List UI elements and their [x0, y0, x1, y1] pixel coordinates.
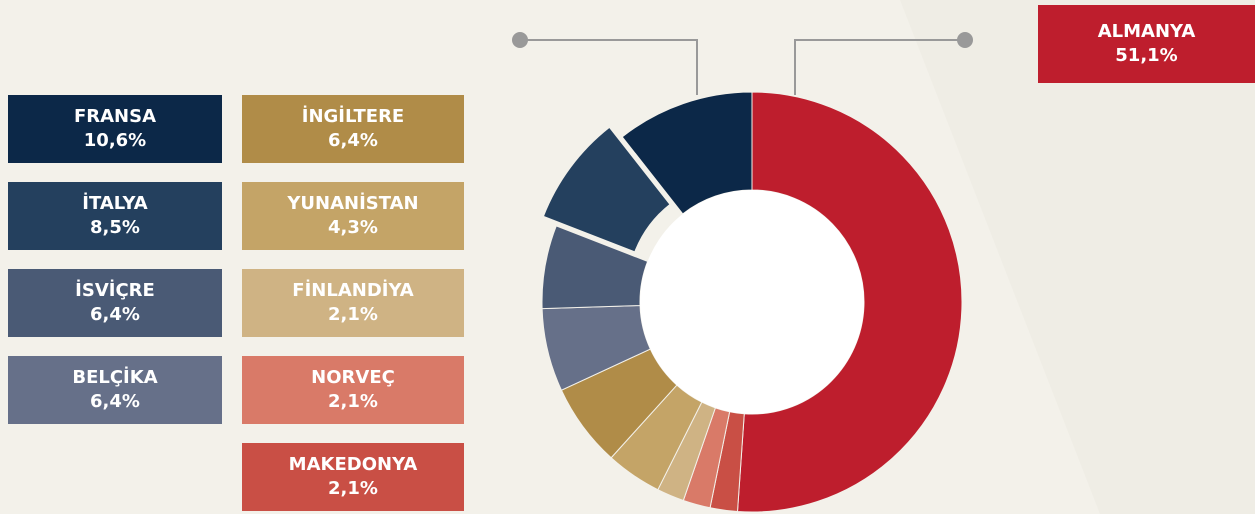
legend-box-bg — [242, 356, 464, 424]
legend-box-bg — [242, 443, 464, 511]
legend-label: ALMANYA — [1098, 21, 1196, 42]
slice — [542, 126, 671, 253]
legend-box: İNGİLTERE 6,4% — [242, 95, 464, 163]
legend-value: 6,4% — [90, 391, 140, 412]
legend-label: İSVİÇRE — [75, 279, 155, 301]
legend-box: YUNANİSTAN 4,3% — [242, 182, 464, 250]
legend-label: FİNLANDİYA — [292, 279, 413, 301]
legend-box-bg — [242, 269, 464, 337]
legend-box-bg — [8, 182, 222, 250]
donut-hole — [640, 190, 864, 414]
legend-box-bg — [242, 95, 464, 163]
legend-box: NORVEÇ 2,1% — [242, 356, 464, 424]
legend-label: NORVEÇ — [311, 367, 395, 388]
legend-value: 10,6% — [84, 130, 146, 151]
legend-label: İTALYA — [82, 192, 147, 214]
legend-value: 8,5% — [90, 217, 140, 238]
legend-label: İNGİLTERE — [302, 105, 404, 127]
legend-box: BELÇİKA 6,4% — [8, 356, 222, 424]
legend-box: FRANSA 10,6% — [8, 95, 222, 163]
legend-box: FİNLANDİYA 2,1% — [242, 269, 464, 337]
legend-box: İSVİÇRE 6,4% — [8, 269, 222, 337]
legend-box: MAKEDONYA 2,1% — [242, 443, 464, 511]
background-shape — [900, 0, 1255, 514]
legend-value: 2,1% — [328, 304, 378, 325]
legend-value: 4,3% — [328, 217, 378, 238]
legend-box-bg — [8, 356, 222, 424]
legend-box: İTALYA 8,5% — [8, 182, 222, 250]
legend-label: MAKEDONYA — [289, 454, 418, 475]
legend-label: FRANSA — [74, 106, 156, 127]
legend-box-bg — [1038, 5, 1255, 83]
legend-value: 51,1% — [1115, 45, 1177, 66]
connector-right — [794, 32, 973, 95]
legend-label: BELÇİKA — [72, 366, 157, 388]
legend-box-bg — [242, 182, 464, 250]
connector-left — [512, 32, 698, 95]
legend-box: ALMANYA 51,1% — [1038, 5, 1255, 83]
legend-label: YUNANİSTAN — [286, 192, 418, 214]
legend-box-bg — [8, 269, 222, 337]
legend-value: 6,4% — [328, 130, 378, 151]
legend-value: 2,1% — [328, 391, 378, 412]
legend-box-bg — [8, 95, 222, 163]
legend-value: 6,4% — [90, 304, 140, 325]
legend-value: 2,1% — [328, 478, 378, 499]
